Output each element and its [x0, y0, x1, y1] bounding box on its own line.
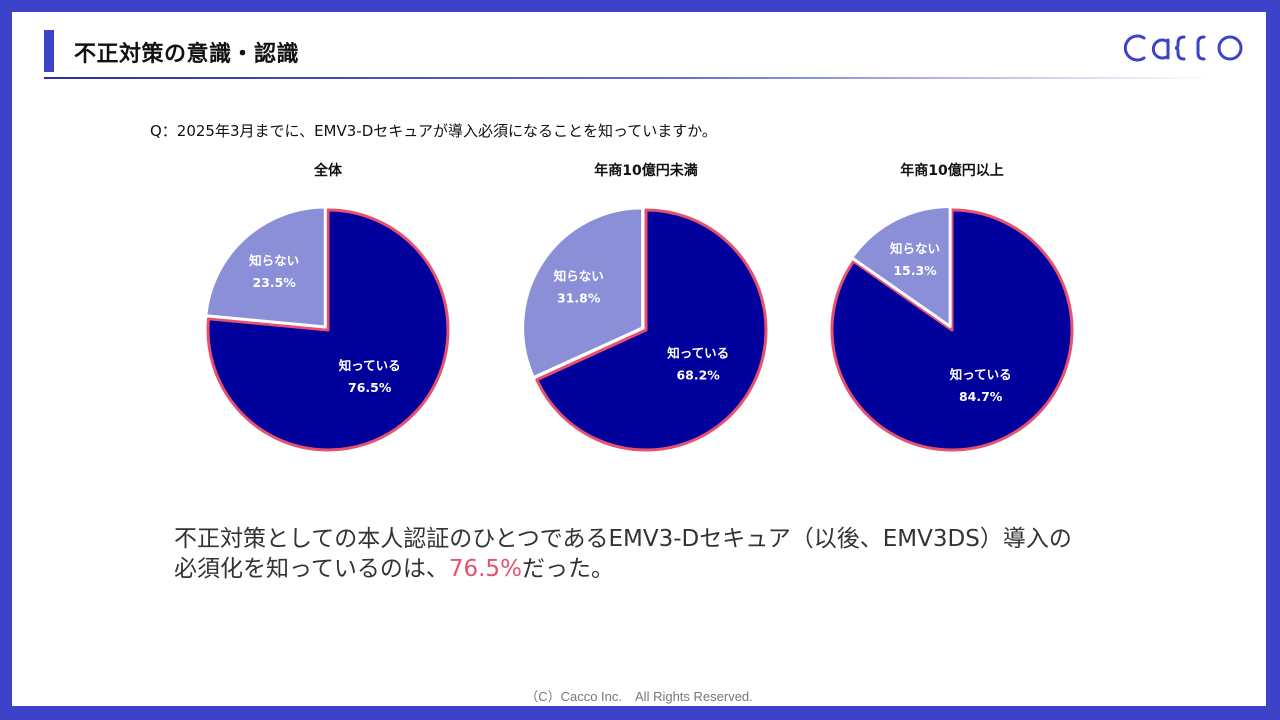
unknown-label: 知らない — [553, 269, 604, 284]
pie-slice-known — [535, 208, 768, 452]
known-label: 知っている — [949, 367, 1012, 382]
known-label: 知っている — [666, 346, 729, 361]
unknown-value: 31.8% — [557, 291, 601, 306]
pie-slice-unknown — [521, 206, 645, 380]
chart-title: 年商10億円未満 — [594, 163, 698, 179]
pie-slice-known — [830, 208, 1074, 452]
known-value: 68.2% — [676, 368, 720, 383]
unknown-value: 23.5% — [252, 275, 296, 290]
cacco-logo — [1118, 28, 1246, 68]
page-title: 不正対策の意識・認識 — [74, 42, 300, 67]
pie-slice-unknown — [850, 204, 952, 328]
title-accent-bar — [44, 30, 54, 72]
summary-suffix: だった。 — [521, 556, 614, 582]
pie-chart-under-1b: 年商10億円未満 知っている 68.2% 知らない 31.8% — [516, 160, 776, 480]
summary-line-2: 必須化を知っているのは、76.5%だった。 — [174, 554, 1072, 584]
survey-question: Q：2025年3月までに、EMV3-Dセキュアが導入必須になることを知っています… — [150, 122, 717, 140]
slide: 不正対策の意識・認識 Q：2025年3月までに、EMV3-Dセキュアが導入必須に… — [12, 12, 1266, 706]
known-value: 76.5% — [348, 380, 392, 395]
summary-line-1: 不正対策としての本人認証のひとつであるEMV3-Dセキュア（以後、EMV3DS）… — [174, 526, 1072, 552]
pie-slice-unknown — [204, 205, 327, 329]
unknown-value: 15.3% — [893, 263, 937, 278]
copyright-footer: （C）Cacco Inc. All Rights Reserved. — [525, 689, 753, 704]
pie-svg: 知っている 68.2% 知らない 31.8% — [521, 206, 768, 452]
summary-prefix: 必須化を知っているのは、 — [174, 556, 449, 582]
pie-chart-over-1b: 年商10億円以上 知っている 84.7% 知らない 15.3% — [822, 160, 1082, 480]
chart-title: 年商10億円以上 — [900, 163, 1004, 179]
known-label: 知っている — [338, 358, 401, 373]
pie-svg: 知っている 76.5% 知らない 23.5% — [204, 205, 450, 452]
chart-title: 全体 — [314, 163, 342, 179]
unknown-label: 知らない — [248, 253, 299, 268]
pie-chart-overall: 全体 知っている 76.5% 知らない 23.5% — [198, 160, 458, 480]
cacco-logo-mark — [1123, 34, 1243, 62]
title-underline — [44, 77, 1214, 79]
unknown-label: 知らない — [889, 241, 940, 256]
pie-svg: 知っている 84.7% 知らない 15.3% — [830, 204, 1074, 452]
known-value: 84.7% — [959, 389, 1003, 404]
summary-highlight: 76.5% — [448, 556, 522, 582]
summary-text: 不正対策としての本人認証のひとつであるEMV3-Dセキュア（以後、EMV3DS）… — [174, 524, 1072, 584]
pie-slice-known — [206, 208, 450, 452]
